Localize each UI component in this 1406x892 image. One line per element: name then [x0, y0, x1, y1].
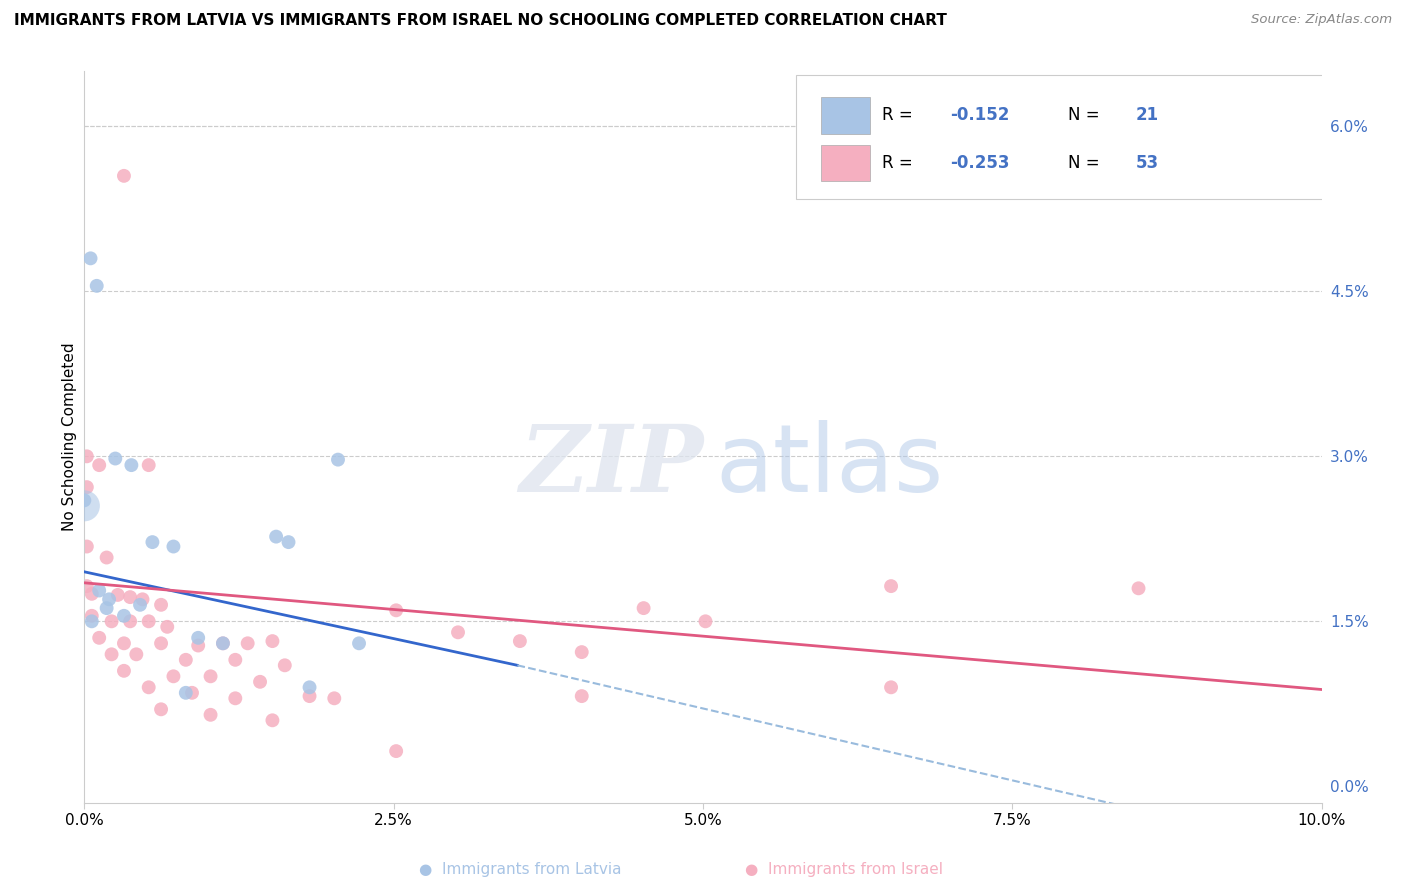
Y-axis label: No Schooling Completed: No Schooling Completed — [62, 343, 77, 532]
Point — [138, 615, 160, 629]
Point — [212, 636, 235, 650]
Text: ●  Immigrants from Latvia: ● Immigrants from Latvia — [419, 863, 621, 877]
Point — [200, 669, 222, 683]
Point — [89, 458, 111, 472]
Point — [76, 540, 98, 554]
Point — [138, 681, 160, 695]
Point — [120, 615, 142, 629]
Text: ZIP: ZIP — [519, 421, 703, 511]
Point — [80, 608, 103, 623]
Point — [385, 744, 408, 758]
Point — [162, 669, 184, 683]
Point — [73, 493, 96, 508]
Point — [80, 615, 103, 629]
Point — [120, 458, 142, 472]
Point — [98, 592, 121, 607]
Point — [125, 648, 148, 662]
Point — [96, 601, 118, 615]
Point — [277, 535, 299, 549]
Text: R =: R = — [883, 106, 918, 124]
Text: ●  Immigrants from Israel: ● Immigrants from Israel — [745, 863, 942, 877]
Point — [695, 615, 717, 629]
Point — [633, 601, 655, 615]
Point — [174, 686, 197, 700]
Point — [73, 499, 96, 513]
Text: IMMIGRANTS FROM LATVIA VS IMMIGRANTS FROM ISRAEL NO SCHOOLING COMPLETED CORRELAT: IMMIGRANTS FROM LATVIA VS IMMIGRANTS FRO… — [14, 13, 946, 29]
Bar — [821, 145, 870, 181]
Text: N =: N = — [1069, 106, 1105, 124]
Point — [112, 636, 135, 650]
Point — [187, 631, 209, 645]
Point — [138, 458, 160, 472]
Point — [104, 451, 127, 466]
Point — [236, 636, 259, 650]
Point — [323, 691, 346, 706]
Point — [181, 686, 204, 700]
Point — [262, 634, 284, 648]
Point — [150, 598, 173, 612]
Point — [264, 530, 287, 544]
Point — [509, 634, 531, 648]
Point — [200, 707, 222, 722]
Text: -0.152: -0.152 — [950, 106, 1010, 124]
Point — [262, 714, 284, 728]
Text: Source: ZipAtlas.com: Source: ZipAtlas.com — [1251, 13, 1392, 27]
Point — [880, 681, 903, 695]
Point — [89, 631, 111, 645]
Point — [212, 636, 235, 650]
Point — [187, 639, 209, 653]
Bar — [821, 97, 870, 134]
Text: N =: N = — [1069, 153, 1105, 172]
Point — [347, 636, 370, 650]
Point — [112, 664, 135, 678]
FancyBboxPatch shape — [796, 75, 1334, 200]
Point — [150, 702, 173, 716]
Point — [96, 550, 118, 565]
Point — [79, 252, 101, 266]
Point — [571, 689, 593, 703]
Point — [274, 658, 297, 673]
Point — [141, 535, 163, 549]
Point — [76, 450, 98, 464]
Point — [156, 620, 179, 634]
Point — [326, 452, 349, 467]
Point — [150, 636, 173, 650]
Text: atlas: atlas — [716, 420, 943, 512]
Point — [224, 691, 246, 706]
Point — [880, 579, 903, 593]
Point — [76, 579, 98, 593]
Point — [249, 674, 271, 689]
Point — [447, 625, 470, 640]
Point — [80, 587, 103, 601]
Text: 21: 21 — [1136, 106, 1159, 124]
Point — [385, 603, 408, 617]
Point — [1128, 582, 1150, 596]
Point — [298, 689, 321, 703]
Point — [129, 598, 152, 612]
Point — [112, 169, 135, 183]
Point — [112, 608, 135, 623]
Point — [224, 653, 246, 667]
Point — [89, 583, 111, 598]
Point — [86, 278, 108, 293]
Point — [107, 588, 129, 602]
Point — [100, 615, 122, 629]
Point — [571, 645, 593, 659]
Text: R =: R = — [883, 153, 918, 172]
Point — [100, 648, 122, 662]
Point — [162, 540, 184, 554]
Point — [120, 590, 142, 604]
Point — [174, 653, 197, 667]
Point — [76, 480, 98, 494]
Point — [298, 681, 321, 695]
Point — [131, 592, 153, 607]
Text: 53: 53 — [1136, 153, 1159, 172]
Text: -0.253: -0.253 — [950, 153, 1010, 172]
